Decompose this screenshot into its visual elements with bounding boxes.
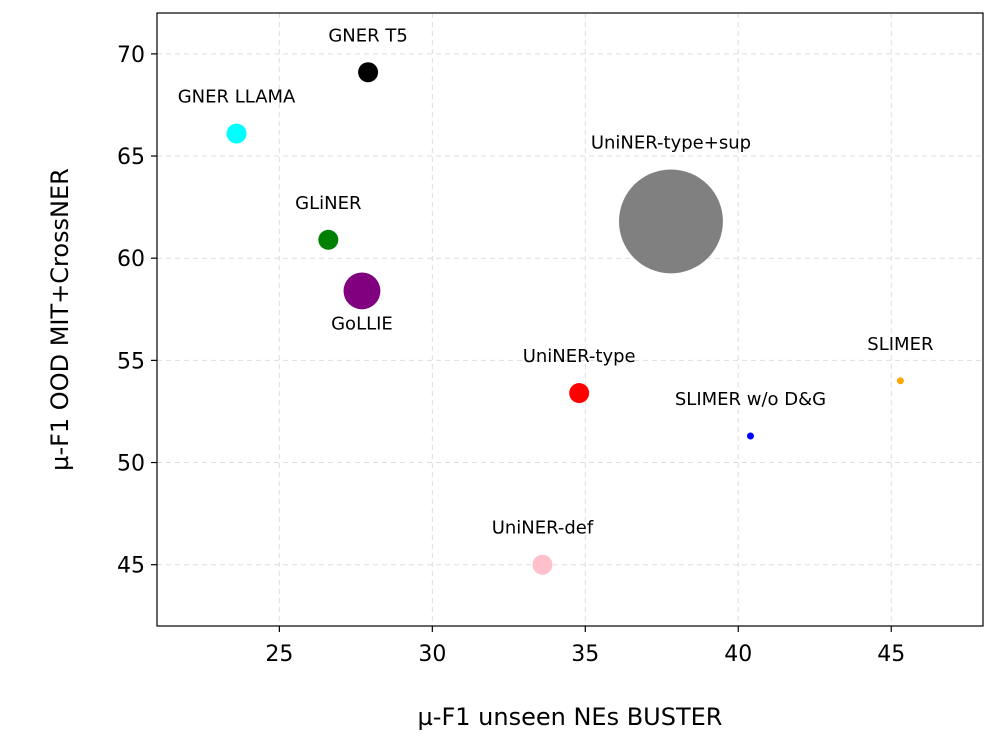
point-label: GNER T5 <box>328 25 407 46</box>
y-tick-label: 60 <box>117 247 145 272</box>
point-label: SLIMER w/o D&G <box>675 389 826 410</box>
x-tick-label: 25 <box>265 642 293 667</box>
x-tick-label: 40 <box>724 642 752 667</box>
data-point <box>569 383 590 404</box>
point-label: UniNER-type+sup <box>591 132 751 153</box>
data-point <box>358 62 379 83</box>
y-tick-label: 50 <box>117 452 145 477</box>
y-tick-label: 45 <box>117 554 145 579</box>
data-point <box>896 377 904 385</box>
point-label: GoLLIE <box>331 313 393 334</box>
plot-area-frame <box>156 12 984 627</box>
point-label: UniNER-type <box>523 346 636 367</box>
data-point <box>746 432 754 440</box>
grid <box>157 13 983 626</box>
data-point <box>532 554 553 575</box>
x-tick-label: 30 <box>418 642 446 667</box>
data-point <box>226 123 247 144</box>
data-point <box>343 272 381 310</box>
data-points <box>226 62 904 575</box>
point-labels: GNER T5 GNER LLAMA GLiNER GoLLIE UniNER-type… <box>178 25 934 538</box>
point-label: UniNER-def <box>492 518 594 539</box>
point-label: GNER LLAMA <box>178 87 296 108</box>
data-point <box>318 229 339 250</box>
point-label: GLiNER <box>295 193 361 214</box>
y-axis-label: µ-F1 OOD MIT+CrossNER <box>46 168 74 471</box>
x-axis-label: µ-F1 unseen NEs BUSTER <box>418 703 723 731</box>
y-tick-label: 65 <box>117 145 145 170</box>
y-tick-label: 55 <box>117 349 145 374</box>
x-tick-label: 35 <box>571 642 599 667</box>
data-point <box>618 169 723 274</box>
point-label: SLIMER <box>867 334 933 355</box>
x-tick-label: 45 <box>877 642 905 667</box>
axis-ticks: 25 30 35 40 45 45 50 55 60 65 70 <box>117 43 905 667</box>
y-tick-label: 70 <box>117 43 145 68</box>
